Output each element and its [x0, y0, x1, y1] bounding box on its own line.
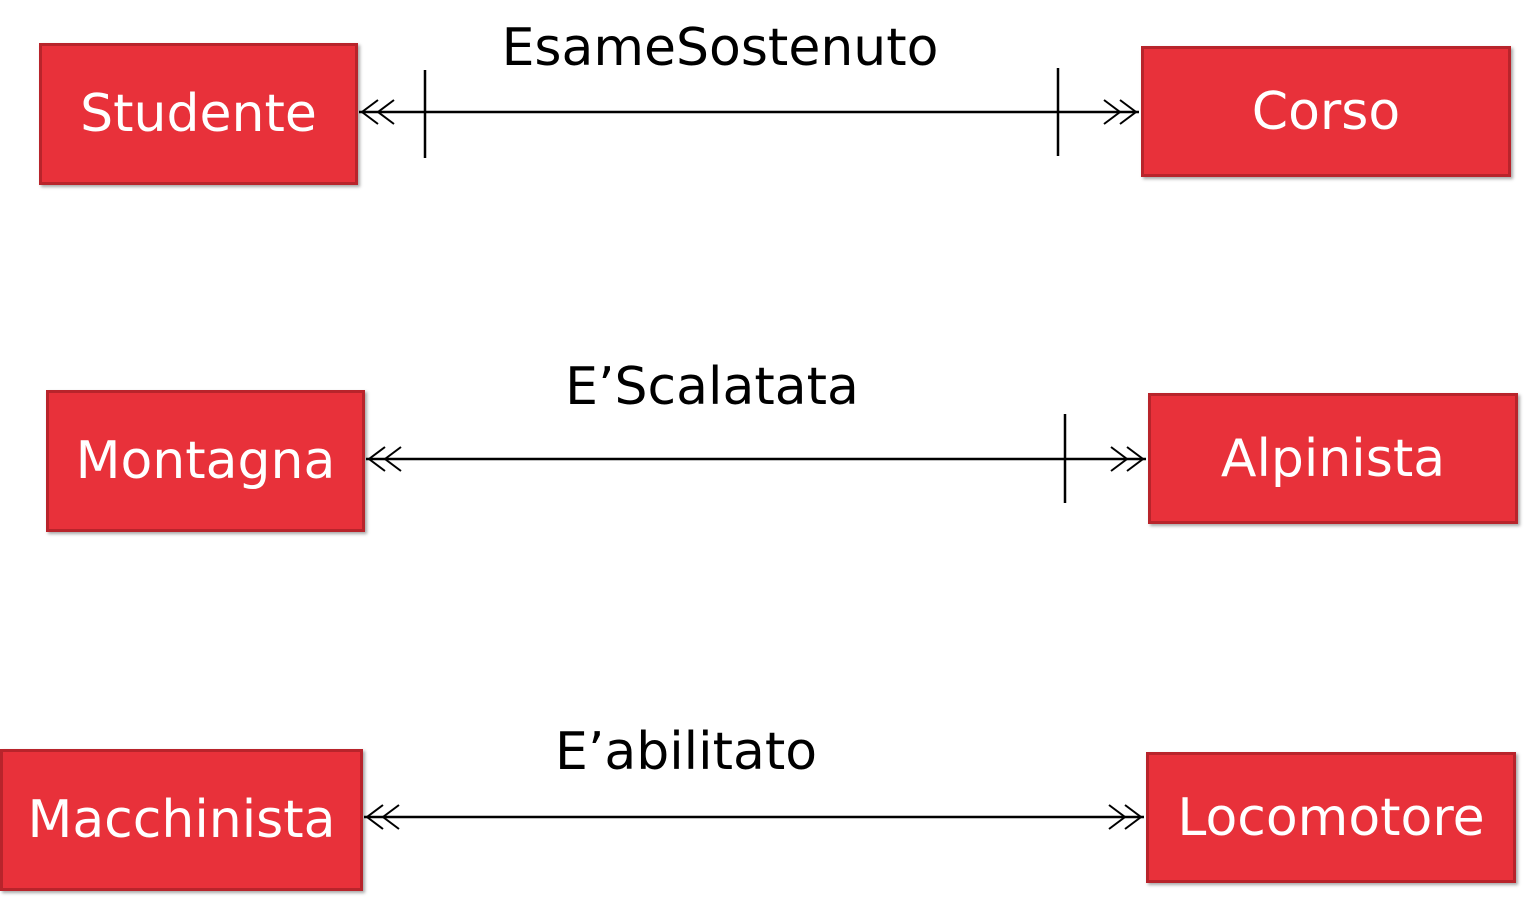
entity-macchinista[interactable]: Macchinista — [0, 749, 363, 891]
entity-locomotore-label: Locomotore — [1177, 787, 1485, 848]
double-arrow-right — [1119, 99, 1138, 125]
double-arrow-right — [1108, 804, 1127, 830]
entity-montagna[interactable]: Montagna — [46, 390, 365, 532]
entity-alpinista[interactable]: Alpinista — [1148, 393, 1518, 524]
double-arrow-left — [360, 99, 379, 125]
relationship-label-escalatata: E’Scalatata — [565, 357, 859, 417]
double-arrow-left — [381, 804, 400, 830]
entity-studente[interactable]: Studente — [39, 43, 358, 185]
entity-montagna-label: Montagna — [75, 431, 336, 491]
double-arrow-right — [1110, 446, 1129, 472]
double-arrow-right — [1124, 804, 1143, 830]
double-arrow-left — [376, 99, 395, 125]
entity-studente-label: Studente — [80, 84, 317, 144]
entity-locomotore[interactable]: Locomotore — [1146, 752, 1516, 883]
double-arrow-left — [383, 446, 402, 472]
double-arrow-right — [1103, 99, 1122, 125]
relationship-label-esamesostenuto: EsameSostenuto — [501, 18, 939, 78]
double-arrow-right — [1126, 446, 1145, 472]
relationship-label-eabilitato: E’abilitato — [554, 722, 818, 782]
connector-eabilitato — [364, 804, 1144, 830]
double-arrow-left — [367, 446, 386, 472]
entity-macchinista-label: Macchinista — [27, 790, 336, 850]
entity-corso[interactable]: Corso — [1141, 46, 1511, 177]
entity-corso-label: Corso — [1251, 81, 1401, 142]
entity-alpinista-label: Alpinista — [1220, 428, 1446, 489]
connector-esamesostenuto — [359, 68, 1139, 158]
connector-escalatata — [366, 414, 1146, 503]
double-arrow-left — [365, 804, 384, 830]
